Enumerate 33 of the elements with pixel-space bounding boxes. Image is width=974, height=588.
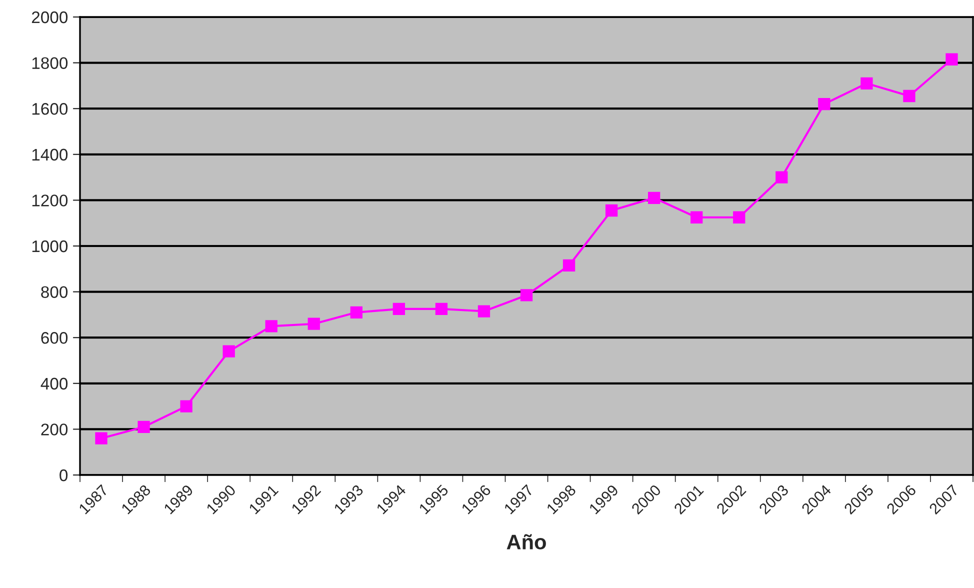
point [265,320,278,332]
point [562,259,576,272]
y-tick-label: 1600 [32,103,68,115]
y-tick-label: 400 [40,378,68,390]
y-tick-label: 1800 [32,57,68,70]
point [860,77,873,90]
point [946,53,958,66]
point [95,432,108,444]
point [350,306,362,318]
y-tick-label: 600 [41,332,68,344]
point [818,98,830,110]
y-tick-label: 800 [41,286,68,298]
y-tick-label: 1000 [32,240,68,252]
x-axis-title: Año [506,534,546,550]
point [392,302,406,316]
y-tick-label: 1400 [32,148,68,161]
point [435,302,448,316]
y-tick-label: 200 [41,424,68,436]
point [138,420,150,433]
point [520,289,533,302]
point [222,345,235,358]
point [478,305,490,318]
point [605,204,618,217]
point [308,318,320,330]
point [648,192,660,204]
y-tick-label: 0 [60,469,68,482]
point [180,400,192,412]
point [690,211,703,224]
y-tick-label: 2000 [32,11,68,24]
y-tick-label: 1200 [32,194,68,206]
point [903,90,916,102]
point [776,171,788,184]
point [733,211,746,224]
